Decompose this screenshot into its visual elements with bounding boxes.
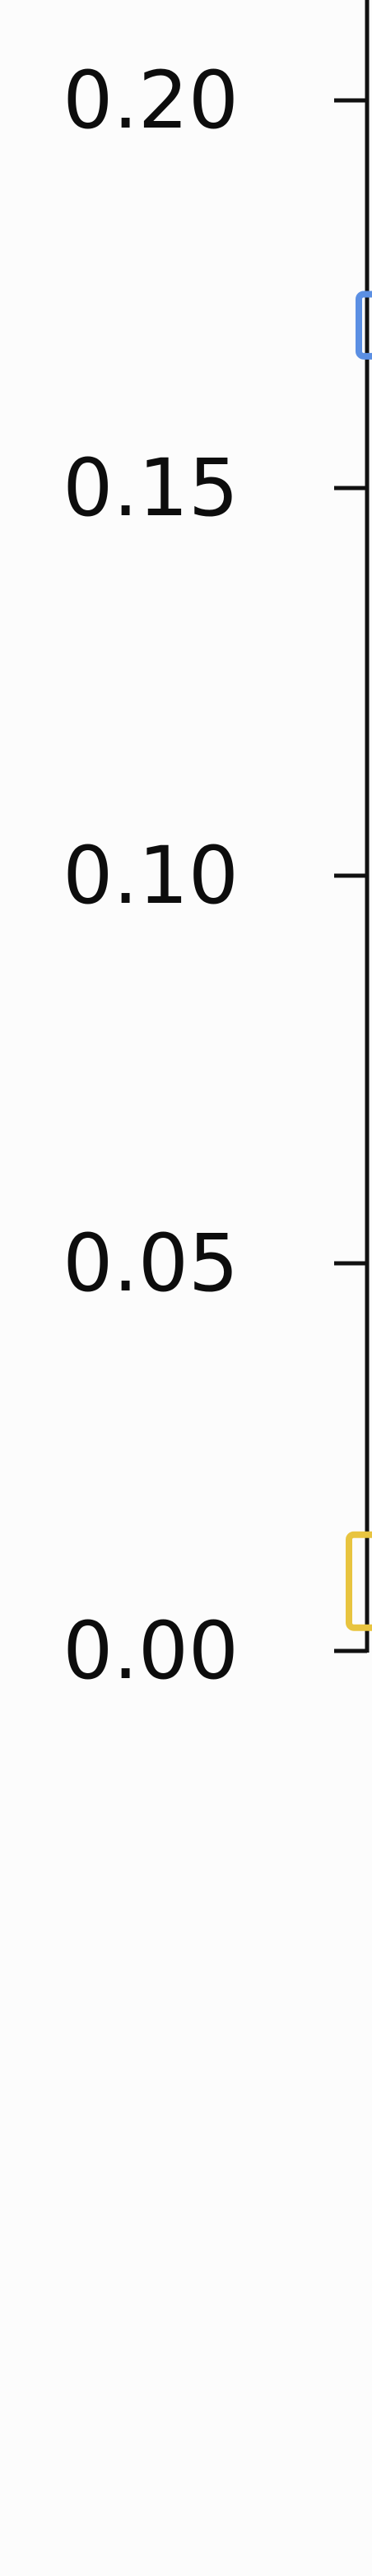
- y-tick-labels: 0.20 0.15 0.10 0.05 0.00: [63, 54, 239, 1697]
- y-tick-label: 0.05: [63, 1217, 239, 1309]
- bar: [346, 1531, 372, 1631]
- bar: [356, 291, 372, 360]
- y-tick-label: 0.20: [63, 54, 239, 146]
- y-tick-label: 0.10: [63, 830, 239, 922]
- y-ticks: [334, 98, 367, 1653]
- y-tick-label: 0.00: [63, 1605, 239, 1697]
- y-axis: 0.20 0.15 0.10 0.05 0.00: [63, 0, 370, 1697]
- y-tick-label: 0.15: [63, 442, 239, 534]
- bars: [346, 291, 372, 1631]
